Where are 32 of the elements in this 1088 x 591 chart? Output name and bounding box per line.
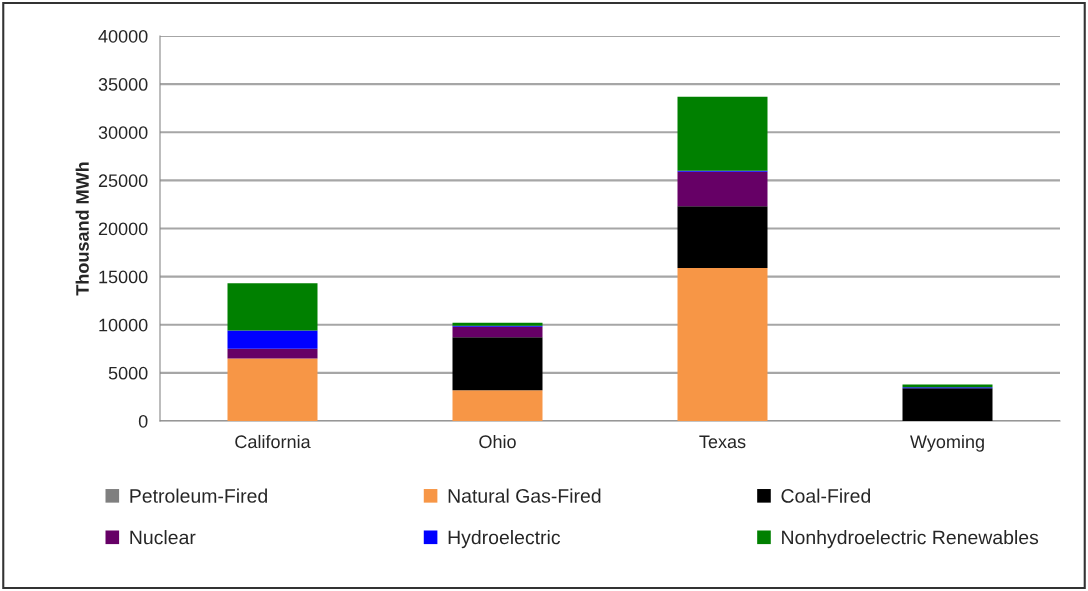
y-tick-label: 30000: [98, 126, 148, 139]
y-tick-label: 10000: [99, 318, 148, 332]
legend-label: Nuclear: [130, 530, 196, 545]
bar: [677, 267, 768, 421]
bar: [902, 388, 993, 421]
legend-label: Natural Gas-Fired: [448, 488, 601, 503]
y-tick-label: 20000: [98, 222, 148, 236]
bar: [452, 337, 543, 391]
bar: [677, 96, 768, 171]
y-tick-label: 15000: [99, 270, 148, 284]
x-tick-label: Texas: [699, 435, 746, 449]
bar: [452, 390, 543, 421]
legend-label: Coal-Fired: [781, 488, 871, 503]
bar: [227, 348, 318, 359]
legend-label: Hydroelectric: [448, 530, 561, 549]
x-tick-label: California: [235, 434, 311, 449]
y-tick-label: 40000: [98, 29, 148, 43]
y-axis-title: Thousand MWh: [75, 162, 89, 296]
y-tick-label: 35000: [98, 78, 148, 91]
bar: [227, 358, 318, 421]
legend-label: Nonhydroelectric Renewables: [782, 530, 1039, 549]
y-tick-label: 5000: [108, 366, 148, 380]
y-tick-label: 0: [138, 414, 148, 428]
bar: [677, 206, 768, 268]
x-tick-label: Wyoming: [910, 434, 984, 452]
bar: [452, 326, 543, 338]
x-tick-label: Ohio: [479, 434, 516, 449]
bar: [677, 171, 768, 207]
y-tick-label: 25000: [98, 174, 148, 188]
bar: [227, 330, 318, 349]
bar: [227, 283, 318, 331]
legend-label: Petroleum-Fired: [130, 488, 267, 503]
